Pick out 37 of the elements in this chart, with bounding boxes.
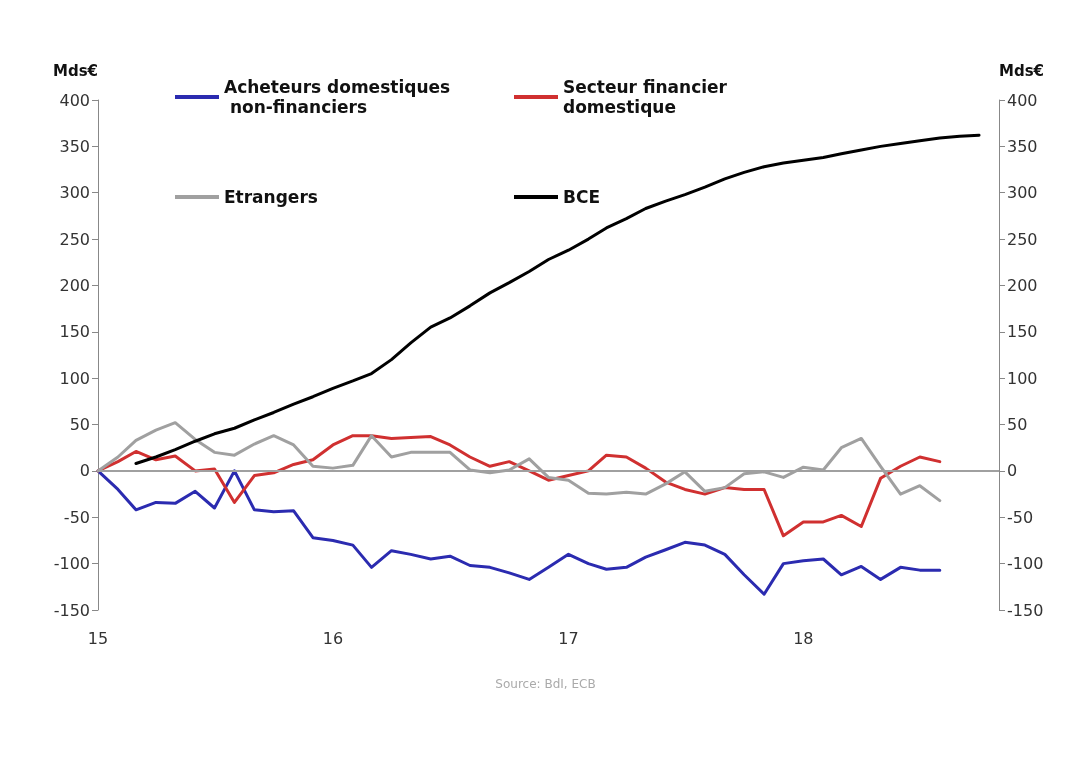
y2-tick-label: 200 bbox=[1007, 275, 1038, 295]
y2-tick-label: 250 bbox=[1007, 229, 1038, 249]
line-series bbox=[96, 469, 942, 596]
y2-tick-label: 400 bbox=[1007, 90, 1038, 110]
x-tick-label: 16 bbox=[322, 628, 344, 648]
legend-label: Etrangers bbox=[224, 187, 318, 207]
y-tick-label: 350 bbox=[59, 136, 90, 156]
y2-tick-label: -100 bbox=[1007, 554, 1044, 574]
y-tick-label: 200 bbox=[59, 275, 90, 295]
y-tick-label: -100 bbox=[53, 554, 90, 574]
legend-label: Secteur financier domestique bbox=[563, 77, 733, 117]
y2-tick-label: 350 bbox=[1007, 136, 1038, 156]
line-series bbox=[134, 133, 981, 465]
y-tick-label: 100 bbox=[59, 368, 90, 388]
y-tick-label: 400 bbox=[59, 90, 90, 110]
y2-tick-label: -150 bbox=[1007, 600, 1044, 620]
y2-tick-label: -50 bbox=[1007, 507, 1034, 527]
x-tick-label: 15 bbox=[87, 628, 109, 648]
y2-tick-label: 0 bbox=[1007, 461, 1018, 481]
legend-label: BCE bbox=[563, 187, 601, 207]
legend-label: Acheteurs domestiques non-financiers bbox=[224, 77, 451, 117]
y-axis-title: Mds€ bbox=[52, 61, 98, 80]
y2-tick-label: 100 bbox=[1007, 368, 1038, 388]
y-tick-label: 250 bbox=[59, 229, 90, 249]
y2-tick-label: 300 bbox=[1007, 183, 1038, 203]
source-note: Source: BdI, ECB bbox=[495, 677, 596, 691]
x-tick-label: 18 bbox=[793, 628, 814, 648]
y-tick-label: 0 bbox=[79, 461, 90, 481]
y-tick-label: 50 bbox=[69, 415, 90, 435]
y-tick-label: -150 bbox=[53, 600, 90, 620]
x-tick-label: 17 bbox=[558, 628, 579, 648]
y2-tick-label: 150 bbox=[1007, 322, 1038, 342]
y2-axis-title: Mds€ bbox=[999, 61, 1045, 80]
y-tick-label: 150 bbox=[59, 322, 90, 342]
y2-tick-label: 50 bbox=[1007, 415, 1028, 435]
y-tick-label: -50 bbox=[63, 507, 90, 527]
y-tick-label: 300 bbox=[59, 183, 90, 203]
